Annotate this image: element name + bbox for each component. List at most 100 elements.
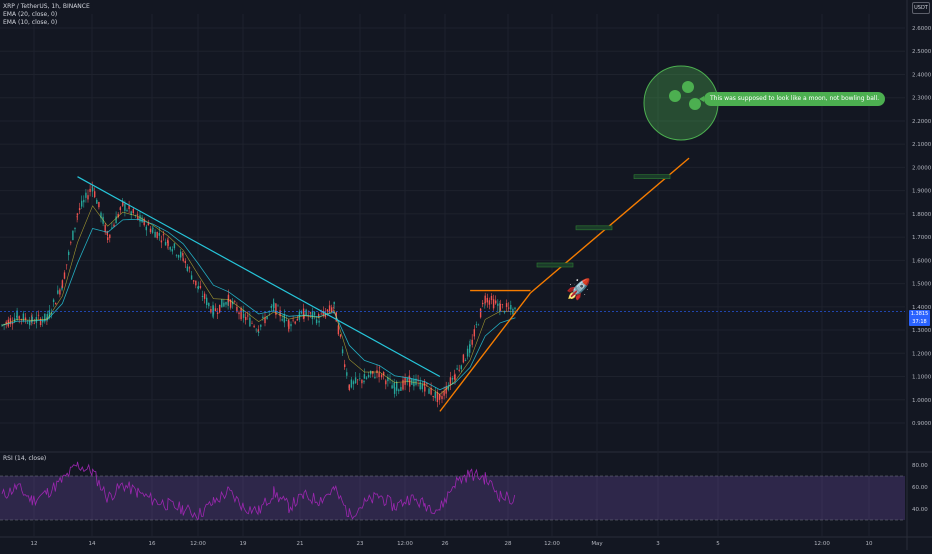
x-tick-label: 12 — [31, 541, 38, 547]
candle-body — [206, 297, 208, 305]
candle-body — [430, 387, 432, 395]
candle-body — [398, 389, 400, 392]
candle-body — [462, 354, 465, 363]
candle-body — [400, 387, 402, 391]
candle-body — [182, 253, 184, 256]
ema20-label[interactable]: EMA (20, close, 0) — [3, 11, 58, 18]
candle-body — [374, 376, 376, 379]
candle-body — [50, 312, 53, 315]
candle-body — [300, 310, 303, 314]
annotation-callout[interactable]: This was supposed to look like a moon, n… — [698, 92, 886, 106]
candle-body — [61, 286, 63, 290]
candle-body — [432, 395, 434, 398]
x-tick-label: 23 — [357, 541, 364, 547]
candle-body — [479, 308, 482, 318]
candle-body — [236, 306, 238, 312]
candle-body — [182, 258, 184, 261]
legend: XRP / TetherUS, 1h, BINANCE EMA (20, clo… — [3, 3, 90, 27]
candle-body — [354, 377, 357, 384]
x-tick-label: 12:00 — [190, 541, 206, 547]
candle-body — [344, 364, 346, 368]
candle-body — [81, 200, 83, 207]
candle-body — [151, 229, 154, 233]
candle-body — [193, 280, 195, 282]
candle-body — [404, 377, 406, 385]
x-tick-label: 12:00 — [544, 541, 560, 547]
candle-body — [195, 280, 197, 286]
candle-body — [313, 312, 316, 315]
candle-body — [76, 213, 79, 215]
candle-body — [510, 305, 512, 310]
rsi-line — [1, 461, 516, 521]
candle-body — [372, 371, 374, 374]
candle-body — [454, 374, 456, 380]
y-tick-label: 2.2000 — [912, 119, 932, 125]
candle-body — [141, 217, 143, 223]
candle-body — [72, 230, 74, 241]
candle-body — [74, 227, 76, 230]
candle-body — [154, 231, 156, 238]
candle-body — [441, 396, 443, 399]
candle-body — [501, 304, 504, 305]
candle-body — [495, 300, 497, 304]
candle-body — [361, 379, 363, 384]
candle-body — [365, 377, 368, 379]
candle-body — [76, 216, 78, 218]
projection-bar — [536, 262, 574, 268]
candle-body — [260, 324, 262, 327]
x-tick-label: 26 — [442, 541, 449, 547]
ema10-label[interactable]: EMA (10, close, 0) — [3, 19, 58, 26]
candle-body — [277, 305, 279, 307]
candle-body — [115, 216, 117, 224]
candle-body — [130, 211, 132, 215]
candle-body — [471, 339, 473, 345]
candle-body — [167, 240, 169, 246]
candle-body — [136, 214, 139, 216]
candle-body — [428, 388, 430, 394]
candle-body — [186, 266, 189, 271]
candle-body — [128, 205, 130, 210]
candle-body — [37, 314, 40, 316]
candle-body — [488, 300, 491, 305]
candle-body — [96, 199, 98, 204]
last-price-value: 1.3815 — [910, 311, 929, 317]
candle-body — [281, 319, 283, 321]
candle-body — [85, 192, 87, 198]
currency-unit-label[interactable]: USDT — [912, 2, 930, 14]
y-tick-label: 1.0000 — [912, 398, 932, 404]
candle-body — [396, 381, 398, 391]
candle-body — [311, 311, 314, 319]
rocket-icon[interactable]: 🚀 — [566, 277, 591, 301]
candle-body — [415, 378, 417, 385]
candle-body — [333, 307, 335, 309]
candle-body — [201, 296, 204, 298]
candle-body — [328, 305, 331, 312]
candle-body — [139, 215, 141, 222]
candle-body — [477, 324, 480, 326]
symbol-label[interactable]: XRP / TetherUS, 1h, BINANCE — [3, 3, 90, 10]
ema20-line — [1, 218, 516, 391]
candle-body — [294, 321, 296, 324]
candle-body — [70, 242, 72, 244]
candle-body — [296, 319, 298, 321]
candle-body — [18, 316, 20, 319]
last-price-tag: 1.3815 37:18 — [909, 310, 930, 326]
countdown-timer: 37:18 — [912, 319, 927, 325]
candle-body — [214, 308, 217, 312]
candle-body — [505, 303, 508, 308]
rsi-legend[interactable]: RSI (14, close) — [3, 455, 47, 462]
candle-body — [292, 319, 294, 321]
candle-body — [242, 313, 245, 318]
candle-body — [210, 309, 212, 313]
candle-body — [322, 311, 324, 316]
candle-body — [423, 381, 426, 387]
x-tick-label: 12:00 — [397, 541, 413, 547]
candle-body — [484, 295, 486, 304]
candle-body — [245, 317, 247, 321]
candle-body — [305, 309, 307, 316]
candle-body — [383, 371, 385, 376]
candle-body — [264, 317, 266, 324]
